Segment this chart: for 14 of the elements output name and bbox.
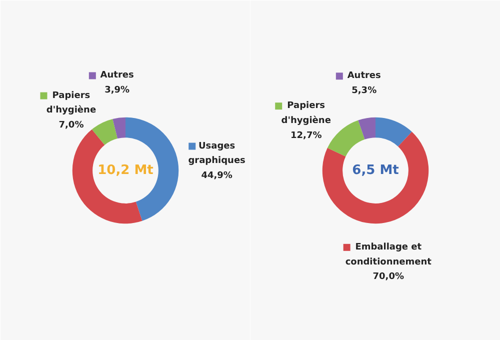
- data-label: 70,0%: [372, 272, 404, 282]
- legend-label: Usages graphiques: [188, 141, 246, 166]
- text: 10,2 Mt: [98, 163, 154, 178]
- legend-label: Autres: [347, 71, 381, 82]
- data-label: 44,9%: [201, 170, 232, 181]
- data-label: 3,9%: [104, 86, 130, 96]
- text: 6,5 Mt: [352, 163, 399, 178]
- data-label: 12,7%: [290, 130, 322, 141]
- data-label: 7,0%: [58, 120, 84, 130]
- legend-label: Papiers d'hygiène: [281, 101, 331, 126]
- legend-label: Emballage et conditionnement: [345, 242, 432, 268]
- data-label: 5,3%: [352, 86, 377, 96]
- legend-label: Papiers d'hygiène: [46, 90, 96, 116]
- legend-label: Autres: [100, 70, 134, 81]
